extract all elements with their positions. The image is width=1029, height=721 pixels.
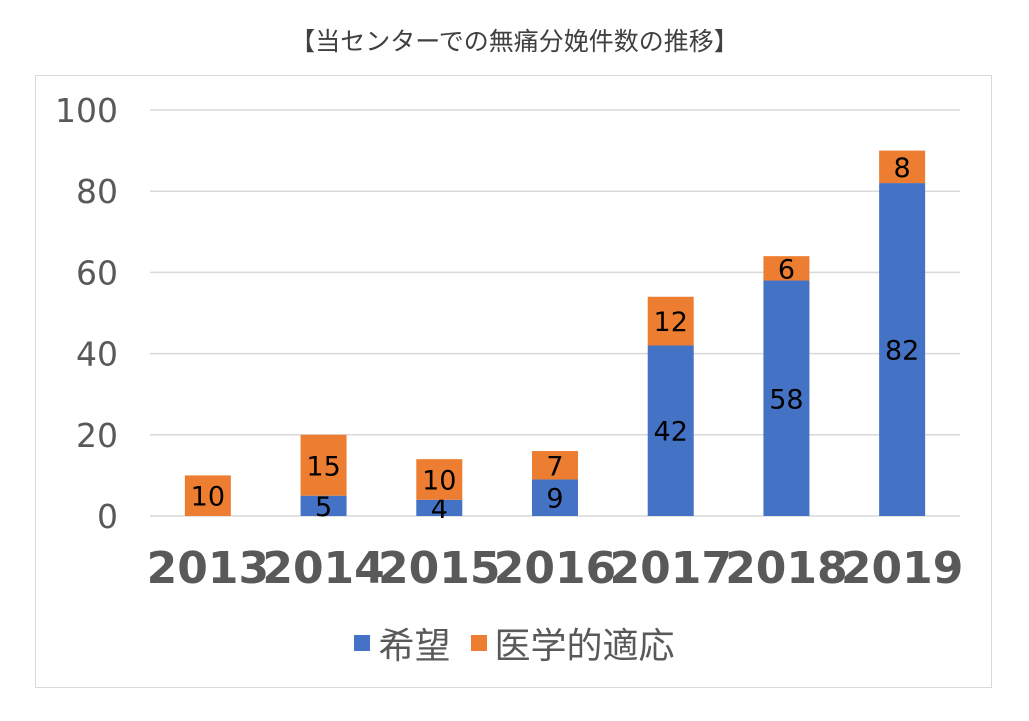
data-label-2018-series-0: 58	[769, 384, 803, 415]
bar-2018-series-0	[763, 280, 810, 516]
bar-2016-series-0	[532, 479, 578, 516]
data-label-2015-series-1: 10	[422, 465, 456, 496]
y-tick-label-80: 80	[76, 172, 118, 211]
x-tick-label-2015: 2015	[378, 543, 500, 594]
y-tick-label-40: 40	[76, 335, 118, 374]
bar-2018-series-1	[763, 256, 810, 281]
chart-title: 【当センターでの無痛分娩件数の推移】	[290, 27, 739, 56]
bar-2015-series-1	[416, 459, 463, 500]
data-label-2019-series-1: 8	[894, 153, 911, 184]
data-label-2016-series-1: 7	[546, 451, 563, 482]
data-label-2016-series-0: 9	[546, 484, 563, 515]
bar-2015-series-0	[416, 499, 463, 516]
legend-label-kibou: 希望	[378, 626, 451, 667]
bar-2019-series-0	[879, 183, 926, 516]
legend-swatch-igakuteki-tekiou	[470, 635, 487, 651]
bar-2014-series-1	[300, 434, 347, 496]
data-label-2017-series-1: 12	[654, 307, 688, 338]
y-tick-label-100: 100	[55, 91, 118, 130]
legend-swatch-kibou	[354, 635, 371, 651]
y-tick-label-0: 0	[97, 497, 118, 536]
chart-frame	[35, 75, 992, 688]
x-tick-label-2018: 2018	[725, 543, 847, 594]
data-label-2017-series-0: 42	[654, 417, 688, 448]
x-tick-label-2017: 2017	[609, 543, 731, 594]
y-tick-label-20: 20	[76, 416, 118, 455]
legend: 希望 医学的適応	[0, 617, 1029, 669]
legend-item-igakuteki-tekiou: 医学的適応	[470, 617, 675, 669]
bar-2014-series-0	[300, 495, 347, 516]
data-label-2014-series-0: 5	[315, 492, 332, 523]
x-tick-label-2013: 2013	[147, 543, 269, 594]
data-label-2014-series-1: 15	[306, 451, 340, 482]
bar-2019-series-1	[879, 150, 926, 184]
bar-2013-series-1	[184, 475, 231, 516]
x-tick-label-2016: 2016	[494, 543, 616, 594]
data-label-2015-series-0: 4	[431, 494, 448, 525]
bar-2016-series-1	[532, 451, 578, 480]
x-tick-label-2019: 2019	[841, 543, 963, 594]
x-tick-label-2014: 2014	[262, 543, 384, 594]
y-tick-label-60: 60	[76, 253, 118, 292]
data-label-2019-series-0: 82	[885, 336, 919, 367]
legend-label-igakuteki-tekiou: 医学的適応	[494, 626, 675, 667]
legend-item-kibou: 希望	[354, 617, 451, 669]
bar-2017-series-1	[647, 296, 694, 346]
bar-2017-series-0	[647, 345, 694, 516]
data-label-2018-series-1: 6	[778, 254, 795, 285]
data-label-2013-series-1: 10	[191, 482, 225, 513]
